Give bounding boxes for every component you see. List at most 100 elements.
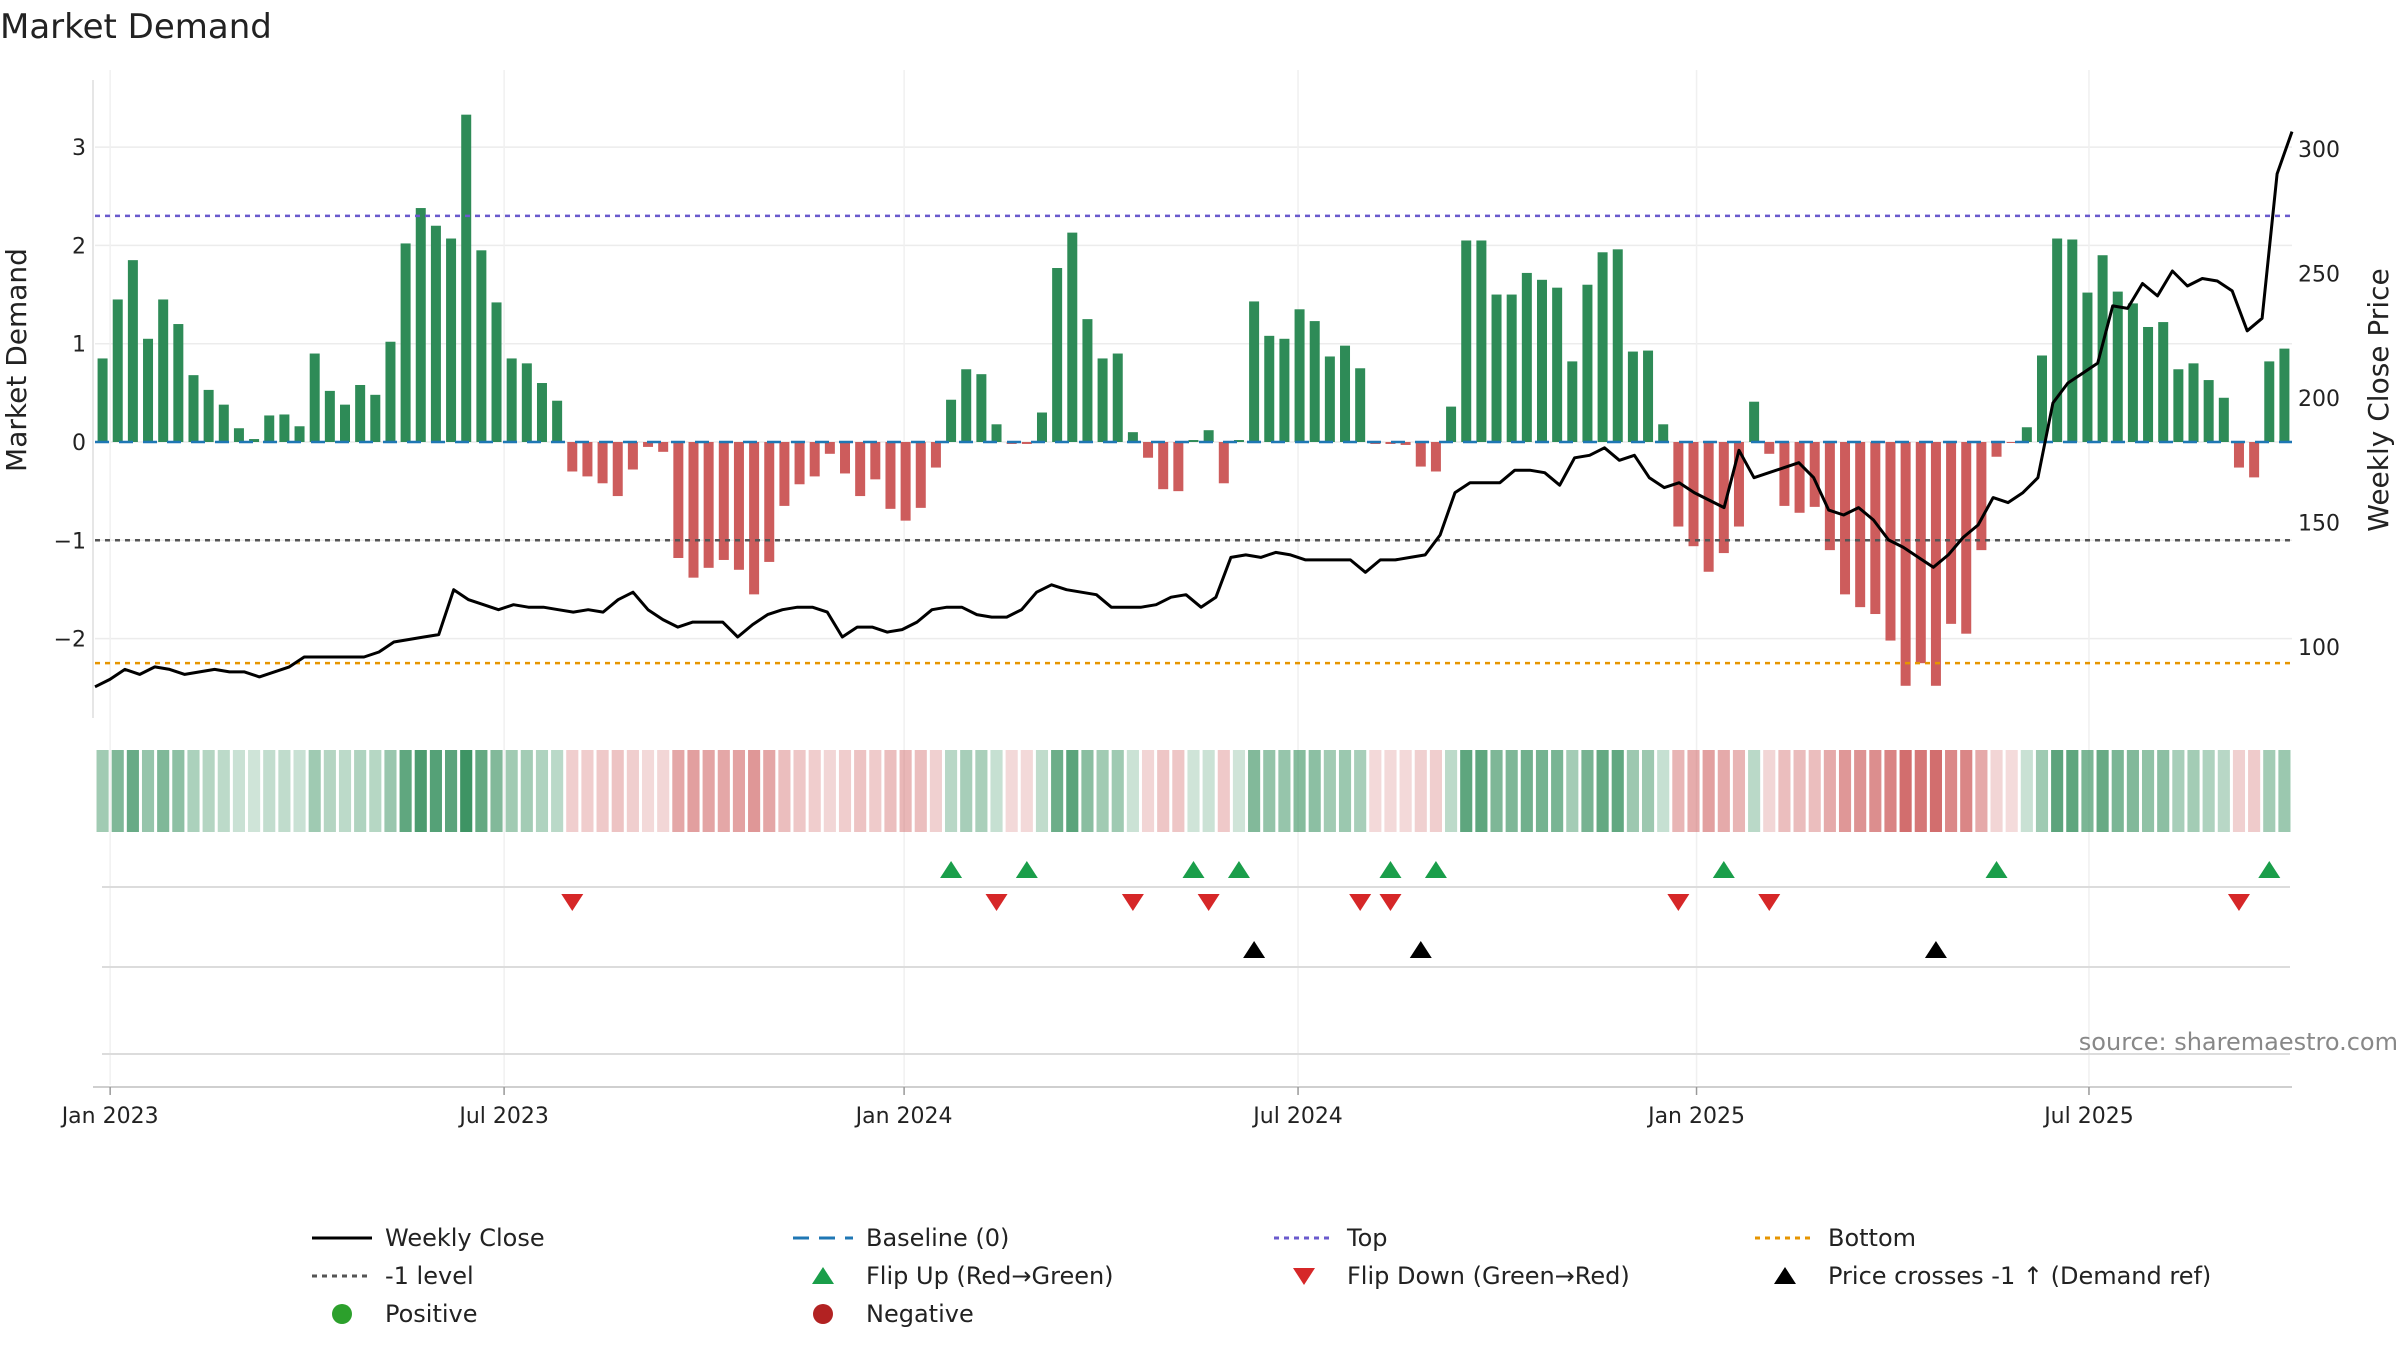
heat-cell [566,750,579,832]
heat-cell [414,750,427,832]
heat-cell [1020,750,1033,832]
demand-bar [1567,361,1578,442]
heat-cell [1869,750,1882,832]
demand-bar [1476,240,1487,442]
demand-bar [218,404,229,442]
demand-bar [1218,442,1229,484]
flip-down-marker [1121,894,1144,911]
y2-tick-label: 150 [2298,512,2340,537]
flip-down-marker [1758,894,1781,911]
demand-bar [733,442,744,570]
heat-cell [914,750,927,832]
demand-bar [1340,345,1351,442]
demand-bar [1779,442,1790,506]
demand-bar [1612,249,1623,442]
heat-cell [2202,750,2215,832]
heat-cell [2081,750,2094,832]
demand-bar [2082,292,2093,442]
heat-cell [232,750,246,832]
flip-down-marker [561,894,584,911]
demand-bar [1536,279,1547,442]
heat-cell [1793,750,1806,832]
demand-bar [1461,240,1472,442]
demand-bar [824,442,835,454]
demand-bar [673,442,684,558]
heat-cell [581,750,594,832]
heat-cell [551,750,564,832]
y-tick-label: −2 [54,628,86,653]
heat-cell [1581,750,1594,832]
demand-bar [2249,442,2260,478]
heat-cell [1399,750,1412,832]
heat-cell [687,750,700,832]
heat-cell [2051,750,2064,832]
heat-cell [1490,750,1503,832]
demand-bar [1506,294,1517,442]
demand-bar [1491,294,1502,442]
demand-bar [749,442,760,595]
flip-markers [102,861,2290,911]
demand-bars [97,114,2290,686]
heat-cell [445,750,458,832]
demand-bar [976,374,987,442]
demand-bar [1521,272,1532,442]
demand-bar [1097,358,1108,442]
heat-cell [1702,750,1715,832]
heat-cell [1096,750,1109,832]
legend: Weekly Close Baseline (0) Top Bottom -1 leve… [312,1224,2211,1328]
demand-bar [385,341,396,442]
heat-cell [248,750,261,832]
heat-cell [2111,750,2124,832]
demand-bar [1127,432,1138,442]
demand-bar [1855,442,1866,608]
demand-bar [264,415,275,442]
heat-cell [808,750,821,832]
y-tick-label: 0 [72,431,86,456]
heat-cell [217,750,230,832]
demand-bar [476,250,487,442]
heat-cell [263,750,276,832]
legend-label: Flip Down (Green→Red) [1347,1262,1630,1290]
demand-bar [2173,369,2184,442]
y-tick-label: −1 [54,529,86,554]
demand-bar [2203,380,2214,442]
heat-cell [1111,750,1124,832]
legend-item: Positive [332,1300,478,1328]
demand-bar [2112,291,2123,442]
heat-cell [1778,750,1791,832]
heat-cell [1687,750,1700,832]
demand-bar [1233,440,1244,442]
heat-cell [1899,750,1912,832]
y2-axis-title: Weekly Close Price [2362,268,2395,531]
demand-bar [143,338,154,442]
heat-cell [672,750,685,832]
legend-item: Price crosses -1 ↑ (Demand ref) [1774,1262,2211,1290]
heat-cell [657,750,670,832]
demand-bar [415,208,426,442]
heat-cell [475,750,488,832]
legend-item: Flip Down (Green→Red) [1293,1262,1630,1290]
demand-bar [915,442,926,508]
heat-cell [172,750,185,832]
chart-title: Market Demand [0,7,272,47]
heat-cell [884,750,897,832]
demand-bar [1915,442,1926,664]
demand-bar [855,442,866,497]
flip-down-marker [985,894,1008,911]
demand-bar [1279,338,1290,442]
heat-cell [111,750,124,832]
heat-cell [1081,750,1094,832]
heat-cell [2141,750,2155,832]
heat-cell [1914,750,1927,832]
y2-tick-label: 250 [2298,263,2340,288]
legend-swatch [812,1267,834,1284]
heat-cell [2187,750,2200,832]
heat-cell [1945,750,1958,832]
flip-down-marker [1379,894,1402,911]
heat-cell [369,750,382,832]
demand-bar [1961,442,1972,634]
demand-bar [1749,401,1760,442]
heat-cell [1035,750,1049,832]
demand-bar [294,426,305,442]
